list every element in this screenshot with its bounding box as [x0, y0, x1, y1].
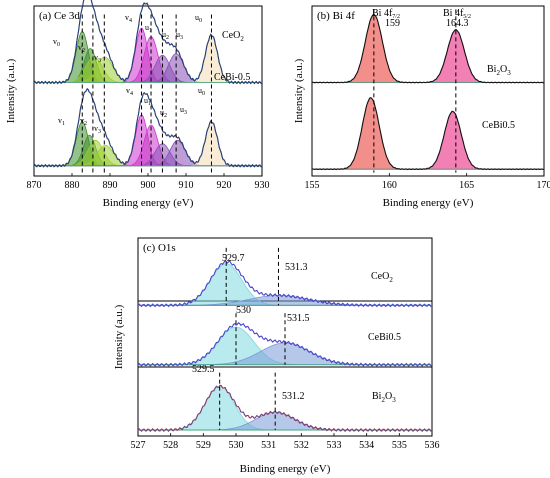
series-fit: [137, 260, 433, 308]
panel-a-peak-labels-bottom: v1 v2 v3 v4 u1 u2 u3 u0: [58, 86, 205, 135]
peak-label-v3: v3: [94, 53, 101, 64]
x-tick-label: 534: [359, 440, 374, 451]
peak-component: [312, 97, 544, 170]
panel-b-series-bi2o3-label: Bi2O3: [487, 64, 511, 77]
panel-c-y-axis-title: Intensity (a.u.): [113, 304, 125, 369]
panel-a-x-axis-title: Binding energy (eV): [103, 197, 194, 209]
series-envelope: [311, 97, 545, 171]
panel-b-series-cebi-label: CeBi0.5: [482, 120, 515, 131]
x-tick-label: 528: [163, 440, 178, 451]
panel-o1s: 527 528 529 530 531 532 533 534 535 536 (c) O1s 5…: [113, 237, 440, 475]
peak-label-u3: u3: [176, 30, 183, 41]
peak-label-v0: v0: [53, 37, 60, 48]
panel-b-label: (b) Bi 4f: [317, 10, 355, 22]
panel-b-x-ticks: 155 160 165 170: [305, 173, 550, 191]
x-tick-label: 535: [392, 440, 407, 451]
panel-b-frame: [311, 5, 545, 177]
series-envelope: [311, 13, 545, 84]
x-tick-label: 531: [261, 440, 276, 451]
x-tick-label: 536: [425, 440, 440, 451]
x-tick-label: 880: [65, 180, 80, 191]
panel-a-x-ticks: 870 880 890 900 910 920 930: [27, 173, 270, 191]
peak-label-u0: u0: [195, 13, 202, 24]
panel-c-series-ceo2-label: CeO2: [371, 271, 393, 284]
panel-b-x-axis-title: Binding energy (eV): [383, 197, 474, 209]
panel-b-annotation-2: Bi 4f5/2: [443, 8, 471, 20]
panel-c-value-6: 531.2: [282, 391, 305, 402]
x-tick-label: 870: [27, 180, 42, 191]
x-tick-label: 165: [459, 180, 474, 191]
peak-label-u2: u2: [162, 30, 169, 41]
peak-label-v2-b: v2: [80, 116, 87, 127]
peak-component: [138, 342, 432, 366]
panel-c-frame: [137, 237, 433, 437]
panel-c-series-bi2o3-label: Bi2O3: [372, 391, 396, 404]
peak-label-v3-b: v3: [94, 124, 101, 135]
panel-b-y-axis-title: Intensity (a.u.): [293, 58, 305, 123]
x-tick-label: 170: [537, 180, 550, 191]
peak-label-u1-b: u1: [144, 96, 151, 107]
peak-label-v4-b: v4: [126, 86, 133, 97]
x-tick-label: 920: [217, 180, 232, 191]
panel-c-value-5: 529.5: [192, 364, 215, 375]
x-tick-label: 533: [327, 440, 342, 451]
panel-b-curves: [311, 9, 545, 173]
panel-a-peak-labels-top: v0 v2 v3 v4 u1 u2 u3 u0: [53, 13, 202, 64]
x-tick-label: 529: [196, 440, 211, 451]
x-tick-label: 160: [382, 180, 397, 191]
panel-a-curves: [33, 0, 263, 173]
panel-c-x-ticks: 527 528 529 530 531 532 533 534 535 536: [131, 433, 440, 451]
x-tick-label: 532: [294, 440, 309, 451]
x-tick-label: 930: [255, 180, 270, 191]
panel-a-series-ceo2-label: CeO2: [222, 30, 244, 43]
x-tick-label: 890: [103, 180, 118, 191]
panel-c-value-1: 529.7: [222, 253, 245, 264]
x-tick-label: 900: [141, 180, 156, 191]
x-tick-label: 910: [179, 180, 194, 191]
peak-label-v2: v2: [78, 43, 85, 54]
panel-a-y-axis-title: Intensity (a.u.): [5, 58, 17, 123]
panel-c-label: (c) O1s: [143, 242, 176, 254]
peak-component: [34, 124, 262, 167]
panel-c-value-3: 530: [236, 305, 251, 316]
x-tick-label: 530: [229, 440, 244, 451]
panel-bi4f: 155 160 165 170 (b) Bi 4f Bi 4f7/2 159 Bi 4…: [293, 5, 550, 209]
panel-c-value-2: 531.3: [285, 262, 308, 273]
panel-c-value-4: 531.5: [287, 313, 310, 324]
peak-label-u1: u1: [145, 23, 152, 34]
panel-c-curves: [137, 247, 433, 433]
panel-ce3d: 870 880 890 900 910 920 930 (a) Ce 3d CeO2 CeB…: [5, 0, 270, 209]
panel-b-annotation-1-value: 159: [385, 18, 400, 29]
x-tick-label: 527: [131, 440, 146, 451]
peak-label-v1: v1: [58, 116, 65, 127]
series-fit: [33, 88, 263, 168]
peak-label-u2-b: u2: [160, 108, 167, 119]
panel-b-annotation-1: Bi 4f7/2: [372, 8, 400, 20]
panel-a-label: (a) Ce 3d: [39, 10, 80, 22]
panel-c-x-axis-title: Binding energy (eV): [240, 463, 331, 475]
panel-c-series-cebi-label: CeBi0.5: [368, 332, 401, 343]
series-fit: [137, 384, 433, 432]
panel-a-series-cebi-label: CeBi-0.5: [214, 72, 250, 83]
peak-label-u3-b: u3: [180, 105, 187, 116]
peak-label-v4: v4: [125, 13, 132, 24]
x-tick-label: 155: [305, 180, 320, 191]
series-fit: [33, 0, 263, 85]
panel-b-annotation-2-value: 164.3: [446, 18, 469, 29]
peak-label-u0-b: u0: [198, 86, 205, 97]
